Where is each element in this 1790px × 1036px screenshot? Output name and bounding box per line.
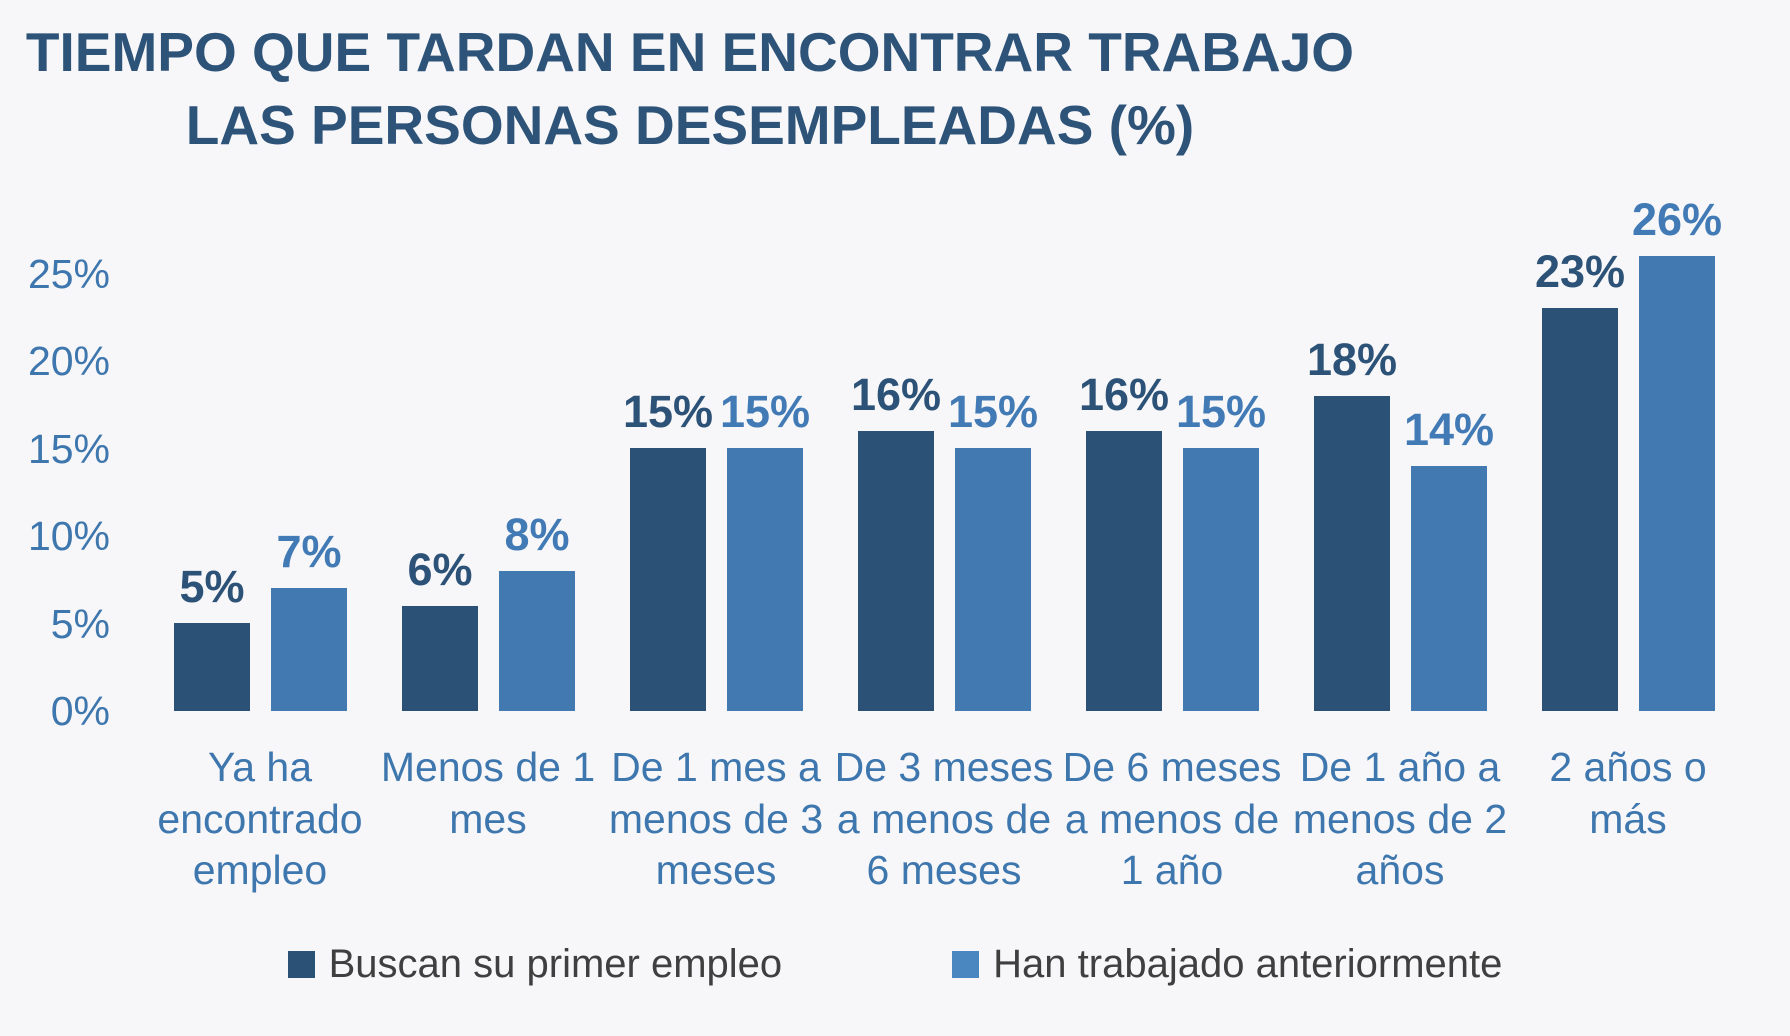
bar-primer-empleo-2 xyxy=(630,448,706,711)
bar-primer-empleo-1 xyxy=(402,606,478,711)
bar-primer-empleo-6 xyxy=(1542,308,1618,711)
value-label: 7% xyxy=(276,526,342,577)
value-label: 15% xyxy=(622,386,714,437)
x-axis-category-label: De 1 año a menos de 2 años xyxy=(1292,744,1508,894)
legend-item-primer-empleo: Buscan su primer empleo xyxy=(287,942,783,987)
bar-trabajado-antes-0 xyxy=(271,588,347,711)
value-label: 15% xyxy=(1175,386,1267,437)
legend-swatch-dark-icon xyxy=(287,951,315,978)
bar-primer-empleo-0 xyxy=(174,623,250,711)
y-axis-tick-label: 10% xyxy=(27,513,110,559)
value-label: 26% xyxy=(1631,194,1723,245)
y-axis-tick-label: 20% xyxy=(27,338,110,384)
x-axis-category-label: 2 años o más xyxy=(1549,744,1707,842)
value-label: 23% xyxy=(1534,246,1626,297)
legend-swatch-light-icon xyxy=(952,951,980,978)
y-axis-tick-label: 0% xyxy=(50,688,110,734)
y-axis-tick-label: 15% xyxy=(27,425,110,472)
value-label: 15% xyxy=(947,386,1039,437)
y-axis-tick-label: 25% xyxy=(27,250,110,297)
x-axis-category-label: De 6 meses a menos de 1 año xyxy=(1062,744,1282,894)
legend-label: Han trabajado anteriormente xyxy=(993,942,1503,986)
legend-label: Buscan su primer empleo xyxy=(328,942,783,986)
chart-title: TIEMPO QUE TARDAN EN ENCONTRAR TRABAJO L… xyxy=(25,16,1355,161)
value-label: 16% xyxy=(1078,369,1170,420)
x-axis-category-label: Ya ha encontrado empleo xyxy=(157,744,363,894)
bar-primer-empleo-3 xyxy=(858,431,934,711)
value-label: 5% xyxy=(179,561,245,612)
value-label: 18% xyxy=(1306,334,1398,385)
bar-trabajado-antes-5 xyxy=(1411,466,1487,711)
bar-trabajado-antes-4 xyxy=(1183,448,1259,711)
x-axis-category-label: Menos de 1 mes xyxy=(380,744,596,842)
x-axis-category-label: De 3 meses a menos de 6 meses xyxy=(834,744,1054,894)
bar-trabajado-antes-1 xyxy=(499,571,575,711)
bar-primer-empleo-4 xyxy=(1086,431,1162,711)
bar-trabajado-antes-2 xyxy=(727,448,803,711)
bar-primer-empleo-5 xyxy=(1314,396,1390,711)
chart-title-line-1: TIEMPO QUE TARDAN EN ENCONTRAR TRABAJO xyxy=(25,21,1355,83)
y-axis-tick-label: 5% xyxy=(50,600,110,647)
value-label: 6% xyxy=(407,544,473,595)
chart-title-line-2: LAS PERSONAS DESEMPLEADAS (%) xyxy=(185,93,1195,156)
legend: Buscan su primer empleo Han trabajado an… xyxy=(0,942,1790,987)
value-label: 15% xyxy=(719,386,811,437)
x-axis-category-label: De 1 mes a menos de 3 meses xyxy=(608,744,824,894)
value-label: 16% xyxy=(850,369,942,420)
bar-trabajado-antes-6 xyxy=(1639,256,1715,711)
value-label: 8% xyxy=(504,509,570,560)
bar-trabajado-antes-3 xyxy=(955,448,1031,711)
legend-item-trabajado-anteriormente: Han trabajado anteriormente xyxy=(952,942,1502,987)
value-label: 14% xyxy=(1403,404,1495,455)
